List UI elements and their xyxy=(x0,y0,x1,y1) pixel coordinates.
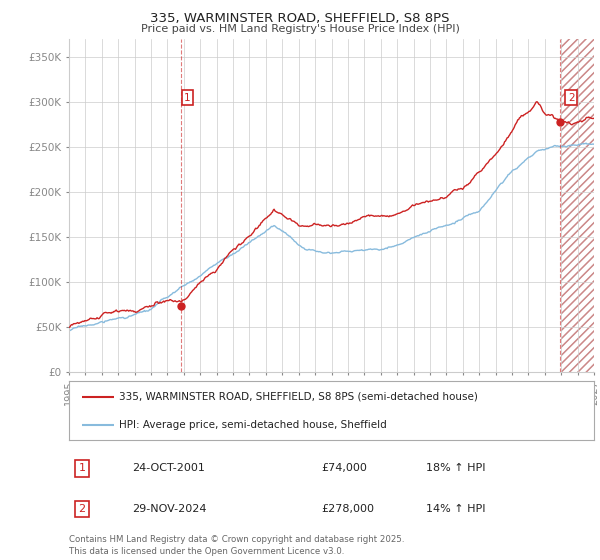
Text: 14% ↑ HPI: 14% ↑ HPI xyxy=(426,504,485,514)
Text: HPI: Average price, semi-detached house, Sheffield: HPI: Average price, semi-detached house,… xyxy=(119,420,386,430)
Text: 1: 1 xyxy=(79,463,86,473)
Text: 335, WARMINSTER ROAD, SHEFFIELD, S8 8PS (semi-detached house): 335, WARMINSTER ROAD, SHEFFIELD, S8 8PS … xyxy=(119,391,478,402)
Text: Price paid vs. HM Land Registry's House Price Index (HPI): Price paid vs. HM Land Registry's House … xyxy=(140,24,460,34)
Text: 24-OCT-2001: 24-OCT-2001 xyxy=(132,463,205,473)
Text: £278,000: £278,000 xyxy=(321,504,374,514)
Text: 29-NOV-2024: 29-NOV-2024 xyxy=(132,504,206,514)
Text: 18% ↑ HPI: 18% ↑ HPI xyxy=(426,463,485,473)
Text: 2: 2 xyxy=(568,93,575,102)
Text: 335, WARMINSTER ROAD, SHEFFIELD, S8 8PS: 335, WARMINSTER ROAD, SHEFFIELD, S8 8PS xyxy=(150,12,450,25)
Text: 1: 1 xyxy=(184,93,191,102)
Text: Contains HM Land Registry data © Crown copyright and database right 2025.
This d: Contains HM Land Registry data © Crown c… xyxy=(69,535,404,556)
Text: £74,000: £74,000 xyxy=(321,463,367,473)
Text: 2: 2 xyxy=(79,504,86,514)
